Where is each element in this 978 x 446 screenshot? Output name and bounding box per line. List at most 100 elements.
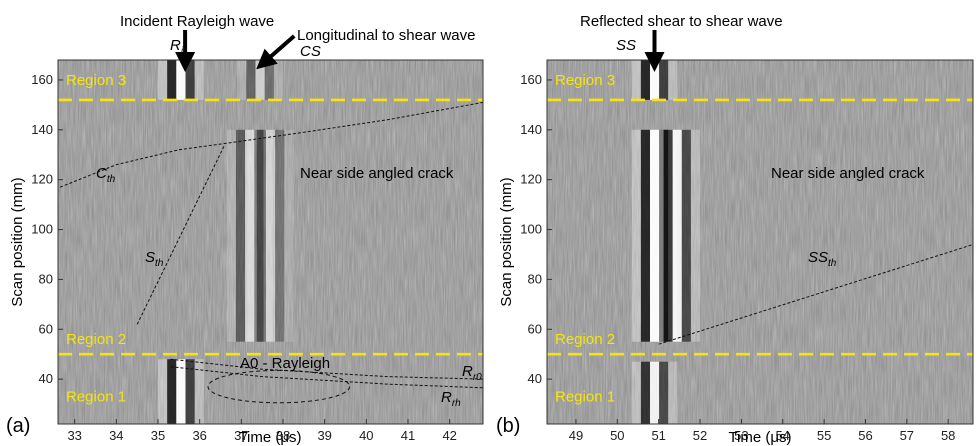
theory-curve-s-th [136,144,226,325]
wave-stripe [668,60,678,100]
wave-stripe [681,129,691,342]
wave-stripe [659,60,669,100]
x-tick-label: 39 [317,428,331,443]
wave-stripe [631,60,641,100]
wave-stripe [158,359,168,424]
x-axis-label-b: Time (μs) [728,429,791,446]
wave-stripe [659,361,669,424]
region-label: Region 2 [555,331,615,348]
wave-stripe [640,129,650,342]
noise-texture-b [547,60,973,424]
region-labels-b: Region 3 Region 2 Region 1 [555,72,615,406]
region-label: Region 1 [555,389,615,406]
x-axis-label-a: Time (μs) [238,429,301,446]
wave-stripe [650,60,660,100]
y-tick-label: 40 [528,371,542,386]
panel-label-a: (a) [6,415,30,437]
wave-stripe [640,60,650,100]
x-tick-label: 51 [651,428,665,443]
wave-stripe [668,361,678,424]
noise-texture-a [58,60,483,424]
annotation-arrow [256,34,296,70]
wave-band [226,129,273,342]
wave-stripe [275,129,285,342]
wave-stripe [640,361,650,424]
region-lines-a [58,98,483,356]
y-tick-label: 80 [528,271,542,286]
region-lines-b [547,98,973,356]
y-tick-label: 60 [528,321,542,336]
wave-stripe [255,60,265,100]
wave-stripe [631,129,641,342]
wave-stripe [246,60,256,100]
x-tick-label: 58 [941,428,955,443]
theory-curve-r-rh [170,366,483,389]
wave-stripe [226,129,236,342]
y-axis-label-b: Scan position (mm) [498,177,515,306]
wave-stripe [672,129,682,342]
y-tick-label: 120 [520,172,542,187]
x-tick-label: 57 [900,428,914,443]
x-tick-label: 53 [734,428,748,443]
x-tick-label: 36 [192,428,206,443]
wave-stripe [264,60,274,100]
x-tick-label: 56 [858,428,872,443]
label-sth: Sth [145,249,164,269]
y-tick-label: 100 [31,222,53,237]
annotation-reflected-shear: Reflected shear to shear wave [580,13,783,30]
plot-frame-b [546,59,974,425]
wave-stripe [650,129,660,342]
x-tick-label: 35 [151,428,165,443]
wave-bands-a [158,60,294,424]
wave-stripe [167,359,177,424]
x-tick-label: 40 [359,428,373,443]
wave-stripe [167,60,177,100]
wave-band [247,129,294,342]
x-tick-label: 52 [693,428,707,443]
x-tick-label: 54 [775,428,789,443]
theory-curves-a [59,101,483,404]
wave-stripe [247,129,257,342]
region-label: Region 3 [555,72,615,89]
y-tick-label: 160 [520,72,542,87]
label-cs: CS [300,43,321,60]
wave-stripe [237,60,247,100]
panel-a: 33 34 35 36 37 38 39 40 41 42 40 60 80 100 120 140 160 R… [6,13,484,446]
wave-stripe [194,60,204,100]
y-axis-label-a: Scan position (mm) [9,177,26,306]
y-tick-label: 120 [31,172,53,187]
wave-stripe [245,129,255,342]
wave-stripe [185,60,195,100]
region-label: Region 3 [66,72,126,89]
theory-curve-c-th [59,101,483,188]
wave-stripe [256,129,266,342]
wave-stripe [158,60,168,100]
x-tick-label: 41 [401,428,415,443]
theory-curve-r-r0 [170,358,483,380]
region-label: Region 1 [66,389,126,406]
wave-stripe [631,361,641,424]
label-ssth: SSth [808,249,837,269]
axis-ticks-a: 33 34 35 36 37 38 39 40 41 42 40 60 80 100 120 140 160 [31,72,457,443]
wave-stripe [650,361,660,424]
label-rrh: Rrh [441,389,461,409]
x-tick-label: 37 [234,428,248,443]
wave-stripe [284,129,294,342]
x-tick-label: 38 [276,428,290,443]
axis-ticks-b: 49 50 51 52 53 54 55 56 57 58 40 60 80 100 120 140 160 [520,72,955,443]
x-tick-label: 42 [442,428,456,443]
y-tick-label: 60 [39,321,53,336]
wave-stripe [176,359,186,424]
label-ri: Ri [170,37,184,57]
wave-bands-b [631,60,700,424]
label-ss: SS [616,37,636,54]
label-rr0: Rr0 [462,363,482,383]
wave-band [654,129,700,342]
wave-stripe [263,129,273,342]
wave-stripe [690,129,700,342]
wave-stripe [185,359,195,424]
x-tick-label: 34 [109,428,123,443]
wave-stripe [265,129,276,342]
wave-band [631,60,678,100]
